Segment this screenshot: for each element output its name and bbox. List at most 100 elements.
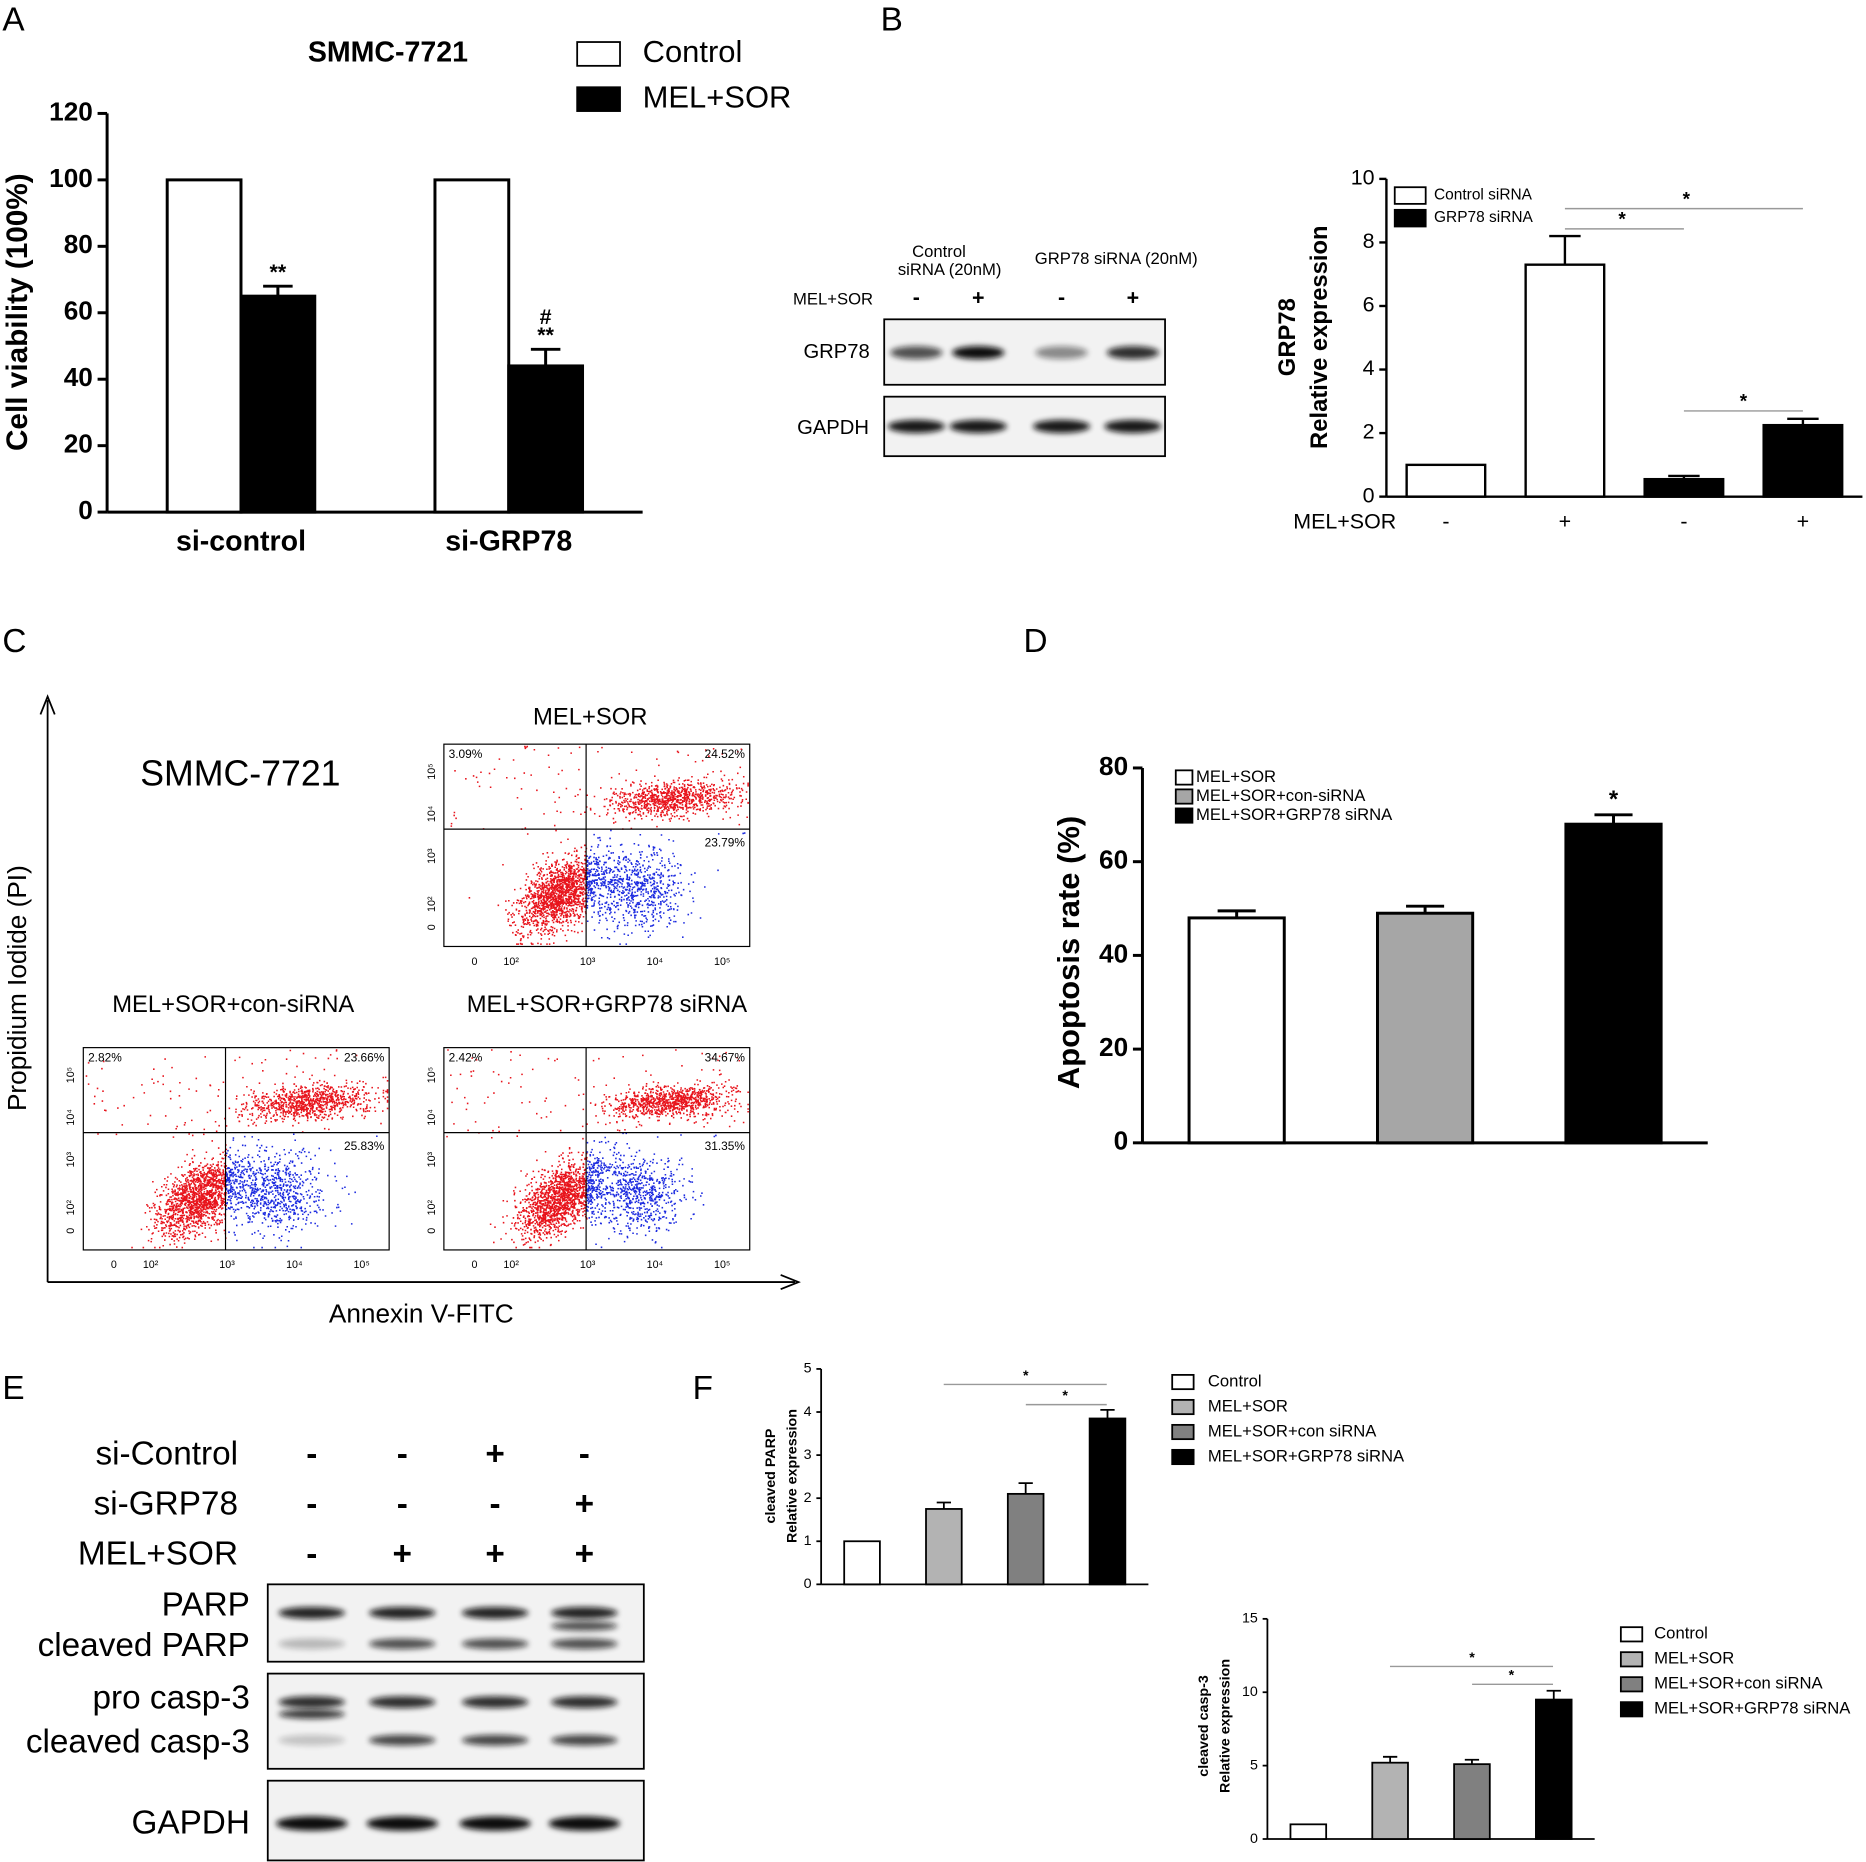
x-tick-label: si-control — [176, 526, 306, 558]
error-bar — [1668, 474, 1700, 480]
y-tick-label: 15 — [1242, 1611, 1258, 1627]
blot-band — [952, 346, 1005, 360]
y-tick-label: 0 — [1363, 483, 1375, 507]
quadrant-label: 23.66% — [344, 1050, 385, 1064]
blot-band — [461, 1638, 529, 1650]
flow-y-tick-label: 10⁵ — [426, 1067, 438, 1083]
flow-plot-frame — [443, 743, 751, 948]
legend-label: GRP78 siRNA — [1434, 209, 1534, 226]
error-bar — [1594, 813, 1633, 825]
blot-band — [366, 1816, 438, 1831]
y-tick-label: 2 — [804, 1490, 812, 1506]
panel-label: E — [2, 1370, 24, 1407]
blot-band — [276, 1816, 348, 1831]
y-tick-label: 20 — [64, 429, 93, 459]
flow-y-tick-label: 10⁴ — [65, 1109, 77, 1126]
legend-label: Control — [1654, 1624, 1708, 1643]
chart-title: SMMC-7721 — [308, 36, 468, 68]
significance-label: * — [1023, 1368, 1029, 1384]
blot-band-label: GAPDH — [131, 1805, 249, 1842]
legend-label: MEL+SOR+con siRNA — [1654, 1674, 1823, 1693]
y-tick-label: 6 — [1363, 293, 1375, 317]
blot-band — [949, 419, 1007, 433]
blot-band — [887, 419, 945, 433]
annotation: * — [1609, 786, 1619, 813]
flow-y-tick-label: 10⁴ — [426, 805, 438, 822]
blot-band — [548, 1816, 621, 1831]
legend-label: MEL+SOR+GRP78 siRNA — [1654, 1699, 1851, 1718]
significance-label: * — [1062, 1388, 1068, 1404]
panel-label: C — [2, 623, 26, 660]
y-axis-label: cleaved PARP — [763, 1428, 779, 1523]
blot-band — [550, 1696, 618, 1709]
y-tick-label: 5 — [804, 1361, 812, 1377]
blot-group-label: GRP78 siRNA (20nM) — [1035, 249, 1198, 268]
blot-band-label: PARP — [162, 1587, 250, 1624]
flow-y-tick-label: 0 — [426, 924, 438, 930]
blot-band — [1106, 346, 1160, 360]
bar — [1375, 911, 1475, 1145]
bar — [1535, 1698, 1573, 1840]
y-axis-label: cleaved casp-3 — [1196, 1675, 1212, 1777]
significance-label: * — [1683, 189, 1691, 210]
flow-x-tick-label: 10³ — [219, 1259, 235, 1271]
legend-swatch — [1619, 1651, 1644, 1668]
bar — [507, 364, 585, 514]
y-tick-label: 80 — [64, 229, 93, 259]
flow-x-tick-label: 0 — [471, 1259, 477, 1271]
y-tick-label: 5 — [1250, 1757, 1258, 1773]
significance-label: * — [1509, 1668, 1515, 1684]
flow-plot-frame — [82, 1047, 390, 1251]
legend-label: MEL+SOR — [643, 79, 792, 114]
blot-band — [550, 1606, 618, 1619]
blot-sign: - — [1058, 286, 1065, 310]
flow-x-tick-label: 10³ — [580, 1259, 596, 1271]
legend-swatch — [1619, 1701, 1644, 1718]
error-bar — [1549, 234, 1581, 265]
blot-band-label: cleaved casp-3 — [26, 1724, 250, 1761]
y-tick-label: 100 — [49, 163, 93, 193]
significance-label: * — [1618, 210, 1626, 231]
legend-swatch — [576, 86, 621, 112]
significance-label: * — [1740, 392, 1748, 413]
error-bar — [1406, 904, 1445, 914]
blot-band — [459, 1816, 531, 1831]
legend-swatch — [1171, 1448, 1195, 1466]
bar — [1762, 423, 1844, 498]
bar — [1453, 1763, 1491, 1840]
legend-label: MEL+SOR — [1654, 1649, 1734, 1668]
bar — [1643, 477, 1725, 498]
blot-band — [890, 346, 943, 360]
y-tick-label: 10 — [1242, 1684, 1258, 1700]
legend-label: Control siRNA — [1434, 187, 1533, 204]
blot-condition-label: si-Control — [95, 1436, 238, 1473]
dot-cloud — [450, 745, 749, 945]
y-tick-label: 80 — [1099, 751, 1128, 781]
blot-band — [278, 1638, 346, 1650]
axis-arrow — [47, 1274, 801, 1291]
panel-label: F — [693, 1370, 713, 1407]
y-tick-label: 4 — [804, 1404, 812, 1420]
legend-swatch — [1174, 788, 1194, 805]
blot-sign: + — [485, 1436, 504, 1473]
quadrant-label: 34.67% — [705, 1050, 746, 1064]
blot-sign: - — [306, 1436, 317, 1473]
blot-band — [461, 1606, 529, 1619]
bar — [925, 1508, 963, 1586]
legend-swatch — [1619, 1626, 1644, 1643]
bar — [1524, 263, 1606, 498]
quadrant-label: 2.42% — [449, 1050, 483, 1064]
flow-y-tick-label: 10⁵ — [65, 1067, 77, 1083]
y-tick-label: 0 — [1114, 1126, 1129, 1156]
x-tick-label: - — [1680, 509, 1687, 533]
y-tick-label: 8 — [1363, 229, 1375, 253]
blot-sign: + — [575, 1536, 594, 1573]
blot-group-label: Control — [912, 242, 966, 261]
panel-label: D — [1023, 623, 1047, 660]
error-bar — [1787, 417, 1819, 426]
x-tick-label: + — [1559, 509, 1572, 533]
blot-band — [368, 1696, 436, 1709]
y-tick-label: 0 — [804, 1576, 812, 1592]
blot-band — [1035, 346, 1088, 360]
error-bar — [530, 347, 561, 366]
